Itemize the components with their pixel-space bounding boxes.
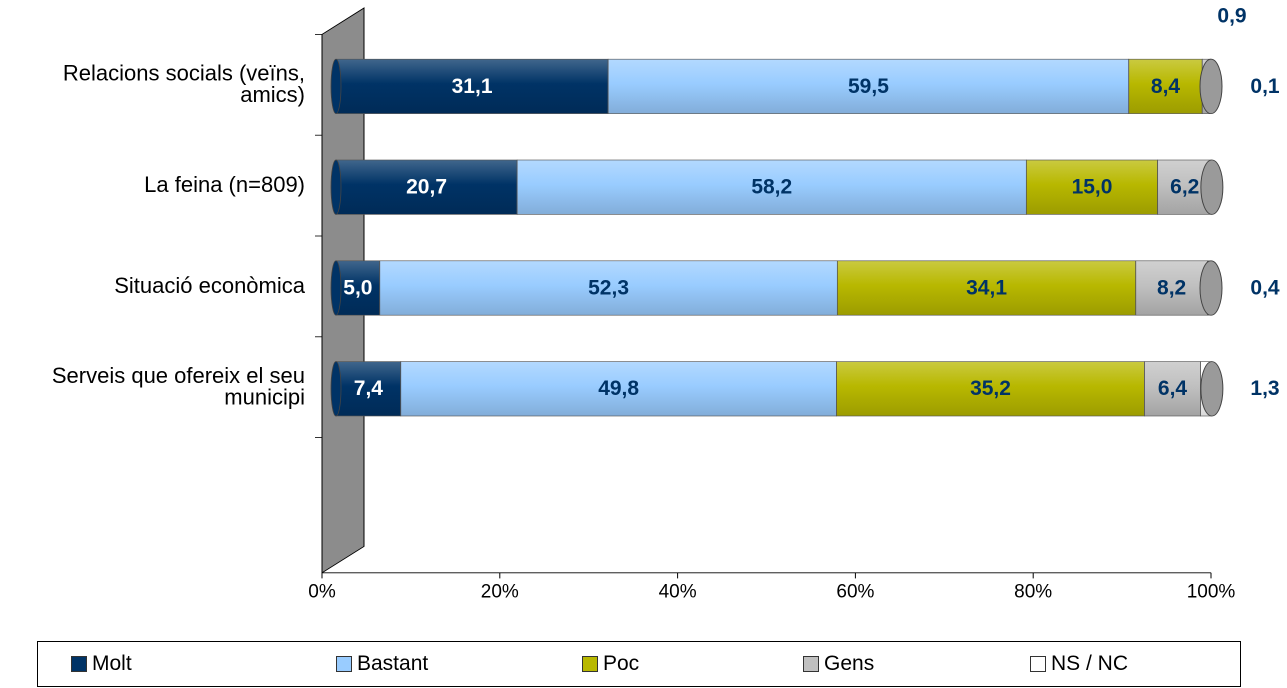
- bar-molt: [335, 159, 518, 215]
- bar-end-cap: [1199, 58, 1223, 115]
- data-label: 58,2: [751, 176, 792, 199]
- legend-swatch: [1030, 656, 1046, 672]
- legend-swatch: [71, 656, 87, 672]
- data-label: 0,1: [1250, 75, 1280, 98]
- data-label: 35,2: [970, 377, 1011, 400]
- bar-molt: [335, 260, 381, 316]
- data-label: 31,1: [452, 75, 493, 98]
- bar-start-cap: [330, 159, 342, 215]
- bar-bastant: [400, 361, 837, 417]
- category-label: Serveis que ofereix el seu: [52, 363, 305, 388]
- data-label: 6,4: [1158, 377, 1188, 400]
- bar-molt: [335, 58, 609, 114]
- legend-item: NS / NC: [1030, 642, 1128, 686]
- data-label: 34,1: [966, 276, 1007, 299]
- x-tick-label: 0%: [308, 582, 336, 603]
- legend-label: Bastant: [357, 652, 429, 675]
- legend-label: Gens: [824, 652, 875, 675]
- data-label: 0,9: [1217, 4, 1246, 27]
- bar-bastant: [379, 260, 838, 316]
- bar-poc: [836, 260, 1137, 316]
- data-label: 7,4: [354, 377, 384, 400]
- bar-poc: [836, 361, 1145, 417]
- bar-start-cap: [330, 361, 342, 417]
- legend-item: Poc: [582, 642, 639, 686]
- bar-gens: [1144, 361, 1201, 417]
- bar-end-cap: [1200, 361, 1224, 417]
- bar-start-cap: [330, 58, 342, 114]
- x-tick-label: 20%: [481, 582, 519, 603]
- category-label: Relacions socials (veïns,: [63, 60, 305, 85]
- data-label: 15,0: [1072, 176, 1113, 199]
- category-label: Situació econòmica: [114, 273, 306, 298]
- x-tick-label: 40%: [659, 582, 697, 603]
- bar-end-cap: [1200, 159, 1224, 215]
- legend-item: Gens: [803, 642, 874, 686]
- legend-label: Poc: [603, 652, 640, 675]
- x-tick-label: 100%: [1187, 582, 1236, 603]
- bar-poc: [1025, 159, 1159, 215]
- legend-item: Molt: [71, 642, 132, 686]
- data-label: 8,2: [1157, 276, 1186, 299]
- legend-swatch: [336, 656, 352, 672]
- bar-gens: [1135, 260, 1208, 316]
- bar-molt: [335, 361, 402, 417]
- data-label: 5,0: [343, 276, 372, 299]
- data-label: 0,4: [1250, 276, 1280, 299]
- data-label: 1,3: [1250, 377, 1279, 400]
- category-label: municipi: [224, 384, 305, 409]
- legend: Molt Bastant Poc Gens NS / NC: [37, 641, 1241, 687]
- bar-bastant: [607, 58, 1130, 114]
- data-label: 8,4: [1151, 75, 1181, 98]
- data-label: 49,8: [598, 377, 639, 400]
- legend-swatch: [803, 656, 819, 672]
- bar-start-cap: [330, 260, 342, 316]
- bar-poc: [1128, 58, 1203, 114]
- x-tick-label: 80%: [1014, 582, 1052, 603]
- plot-group: 0% 20% 40% 60% 80% 100% Relacions socials (veï…: [52, 4, 1280, 602]
- data-label: 52,3: [588, 276, 629, 299]
- data-label: 20,7: [406, 176, 447, 199]
- legend-item: Bastant: [336, 642, 428, 686]
- legend-label: NS / NC: [1051, 652, 1129, 675]
- bar-end-cap: [1199, 260, 1223, 316]
- category-label: amics): [240, 82, 305, 107]
- category-label: La feina (n=809): [144, 172, 305, 197]
- legend-label: Molt: [92, 652, 132, 675]
- x-tick-label: 60%: [836, 582, 874, 603]
- data-label: 6,2: [1170, 176, 1199, 199]
- data-label: 59,5: [848, 75, 889, 98]
- legend-swatch: [582, 656, 598, 672]
- bar-bastant: [516, 159, 1027, 215]
